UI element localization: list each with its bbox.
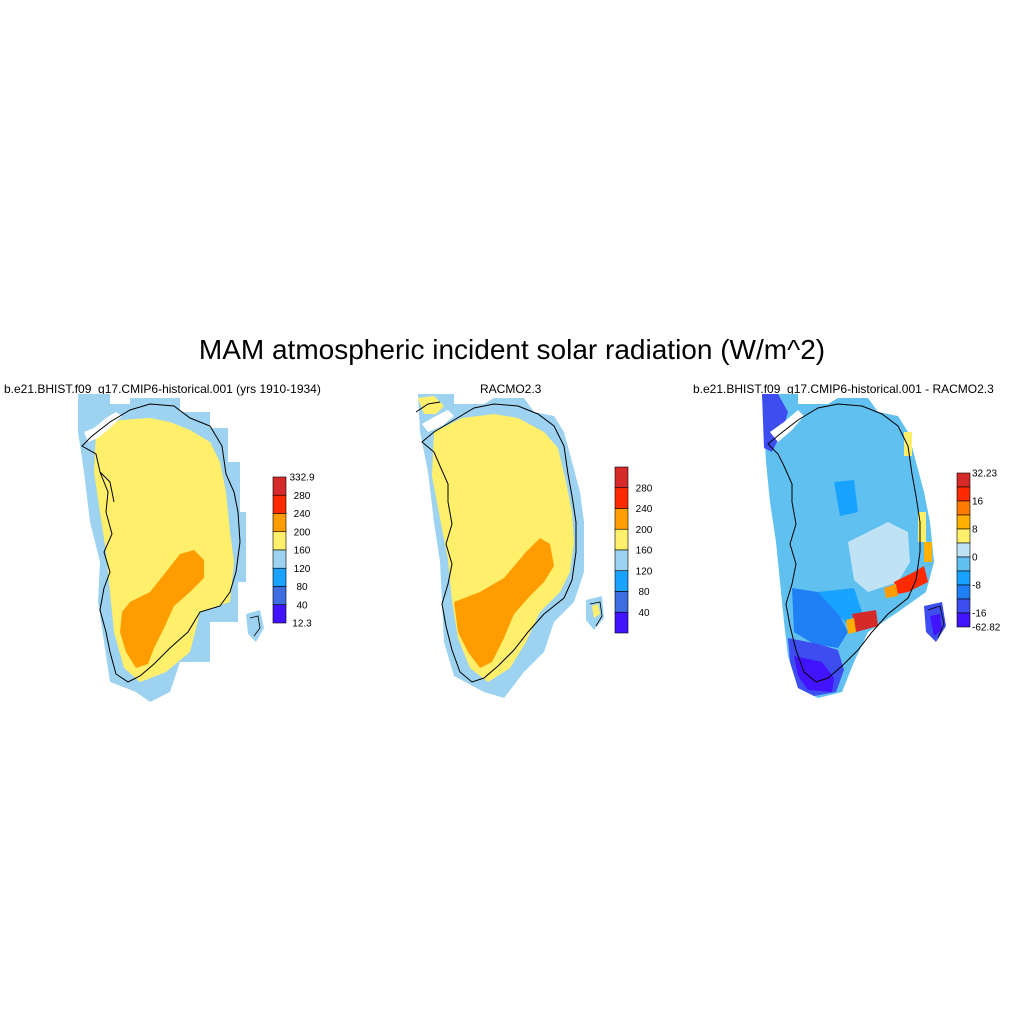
colorbar-label: 80: [296, 582, 308, 593]
map-svalbard-island: [924, 602, 946, 642]
panel-3-map: [762, 394, 946, 698]
colorbar-swatch: [956, 528, 971, 544]
colorbar-label: 12.3: [292, 619, 312, 630]
panel-1-map: [78, 394, 264, 702]
colorbar-label: 280: [636, 483, 653, 494]
panel-1-colorbar: 332.9 280 240 200 160 120 80 40 12.3: [272, 473, 315, 630]
colorbar-swatch: [956, 472, 971, 488]
colorbar-label: 120: [294, 564, 311, 575]
colorbar-swatch: [956, 556, 971, 572]
colorbar-swatch: [272, 549, 287, 569]
colorbar-label: 16: [972, 497, 984, 508]
colorbar-swatch: [956, 486, 971, 502]
colorbar-label: 332.9: [289, 473, 314, 484]
colorbar-swatch: [272, 604, 287, 624]
colorbar-swatch: [956, 514, 971, 530]
colorbar-swatch: [956, 598, 971, 614]
map-coastline: [415, 401, 577, 683]
colorbar-swatch: [614, 466, 629, 489]
colorbar-label: 80: [638, 587, 650, 598]
colorbar-label: 120: [636, 566, 653, 577]
colorbar-swatch: [614, 528, 629, 551]
colorbar-label: -16: [972, 609, 987, 620]
panel-2-map: [415, 394, 604, 698]
colorbar-label: -8: [972, 581, 981, 592]
colorbar-swatch: [614, 570, 629, 592]
colorbar-swatch: [272, 586, 287, 606]
colorbar-label: 240: [636, 504, 653, 515]
colorbar-swatch: [956, 542, 971, 558]
colorbar-swatch: [272, 476, 287, 496]
colorbar-label: 160: [294, 546, 311, 557]
colorbar-swatch: [956, 584, 971, 600]
map-ice-sheet-cells: [418, 394, 584, 698]
panel-1-title: b.e21.BHIST.f09_g17.CMIP6-historical.001…: [4, 382, 321, 396]
colorbar-label: -62.82: [972, 623, 1001, 634]
colorbar-swatch: [272, 567, 287, 587]
map-svalbard-island: [246, 610, 264, 642]
colorbar-swatch: [956, 612, 971, 628]
panel-2-colorbar: 280 240 200 160 120 80 40: [614, 466, 653, 634]
colorbar-swatch: [614, 549, 629, 572]
colorbar-label: 0: [972, 553, 978, 564]
colorbar-label: 200: [636, 525, 653, 536]
colorbar-label: 280: [294, 491, 311, 502]
panel-3-title: b.e21.BHIST.f09_g17.CMIP6-historical.001…: [693, 382, 994, 396]
map-coastline: [81, 403, 241, 683]
panel-3-colorbar: 32.23 16 8 0 -8 -16 -62.82: [956, 469, 1001, 634]
colorbar-swatch: [956, 570, 971, 586]
colorbar-swatch: [614, 611, 629, 634]
colorbar-label: 8: [972, 525, 978, 536]
colorbar-swatch: [956, 500, 971, 516]
colorbar-label: 240: [294, 509, 311, 520]
colorbar-label: 200: [294, 527, 311, 538]
map-ice-sheet-cells: [78, 394, 246, 702]
colorbar-label: 40: [296, 600, 308, 611]
colorbar-swatch: [614, 508, 629, 530]
figure-title: MAM atmospheric incident solar radiation…: [198, 334, 826, 365]
panel-2-title: RACMO2.3: [480, 382, 542, 396]
map-svalbard-island: [586, 596, 604, 630]
colorbar-swatch: [272, 513, 287, 533]
colorbar-label: 32.23: [972, 469, 997, 480]
colorbar-swatch: [614, 591, 629, 613]
map-coastline: [767, 403, 921, 683]
colorbar-swatch: [272, 531, 287, 551]
colorbar-swatch: [614, 487, 629, 509]
colorbar-label: 160: [636, 546, 653, 557]
colorbar-label: 40: [638, 608, 650, 619]
colorbar-swatch: [272, 494, 287, 514]
map-difference-cells: [762, 394, 934, 698]
